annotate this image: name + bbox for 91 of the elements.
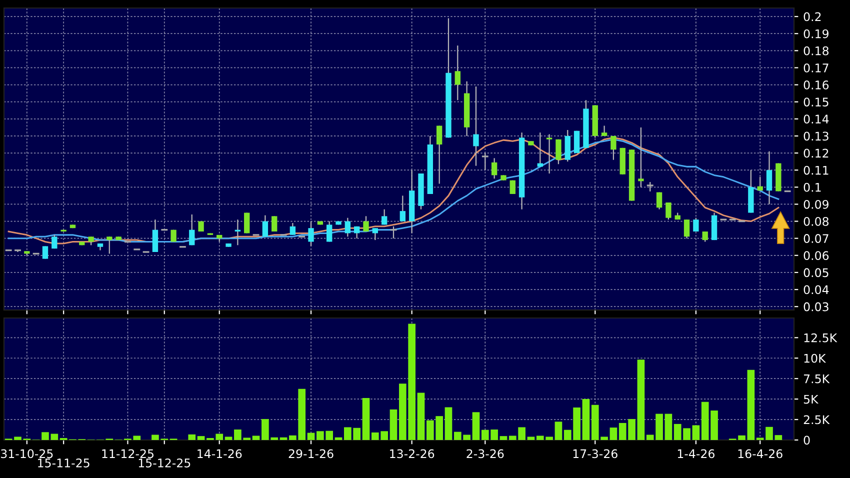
bar: [664, 414, 672, 440]
candlestick: [491, 158, 498, 180]
y-tick-label: 0.15: [804, 98, 828, 106]
bar: [224, 436, 232, 440]
x-tick-label: 11-12-25: [102, 449, 154, 458]
candlestick: [189, 214, 195, 246]
bar: [554, 422, 562, 440]
y-tick-label: 0.07: [804, 234, 828, 243]
candlestick: [638, 126, 644, 188]
x-tick-label: 15-11-25: [38, 458, 90, 468]
bar: [582, 399, 590, 440]
bar: [334, 437, 342, 440]
bar: [692, 425, 700, 440]
candlestick: [326, 220, 332, 242]
candlestick: [766, 150, 772, 205]
bar: [472, 412, 480, 440]
bar: [417, 392, 425, 440]
candlestick: [381, 208, 388, 226]
candlestick: [262, 214, 268, 238]
candlestick: [666, 202, 672, 220]
x-tick-label: 29-1-26: [288, 449, 334, 458]
candlestick: [106, 236, 112, 254]
y-tick-label: 0.1: [804, 182, 821, 192]
candlestick: [290, 222, 296, 236]
candlestick: [656, 192, 662, 210]
candlestick: [363, 216, 369, 232]
y-tick-label: 12.5K: [804, 333, 838, 342]
y-tick-label: 0.04: [804, 285, 829, 294]
y-tick-label: 10K: [804, 354, 826, 363]
candlestick: [564, 129, 570, 162]
y-tick-label: 0.08: [804, 217, 829, 226]
bar: [527, 436, 535, 440]
candlestick: [684, 219, 690, 239]
candlestick: [308, 220, 314, 247]
bar: [362, 398, 370, 440]
y-tick-label: 0.14: [804, 114, 829, 124]
y-tick-label: 0.09: [804, 200, 828, 209]
candlestick: [400, 195, 406, 222]
bar: [252, 436, 260, 440]
y-tick-label: 0.17: [804, 63, 828, 72]
y-tick-label: 0.19: [804, 29, 828, 38]
x-tick-label: 16-4-26: [738, 449, 782, 458]
y-tick-label: 2.5K: [804, 415, 830, 424]
candlestick: [546, 134, 552, 174]
y-tick-label: 0.16: [804, 80, 829, 90]
bar: [774, 435, 782, 440]
candlestick: [510, 180, 516, 195]
x-tick-label: 2-3-26: [466, 449, 504, 458]
candlestick: [42, 246, 48, 260]
x-tick-label: 15-12-25: [138, 458, 190, 468]
bar: [197, 436, 205, 440]
x-tick-label: 14-1-26: [198, 449, 242, 458]
y-tick-label: 0.03: [804, 302, 828, 312]
y-tick-label: 7.5K: [804, 374, 830, 384]
y-tick-label: 0.18: [804, 46, 829, 56]
bar: [280, 437, 288, 440]
y-tick-label: 0.12: [804, 148, 828, 158]
bar: [610, 428, 618, 440]
candlestick: [52, 234, 58, 250]
bar: [188, 434, 196, 440]
candlestick: [152, 219, 158, 253]
candlestick: [757, 176, 763, 192]
candlestick: [454, 44, 460, 101]
candlestick: [372, 228, 378, 241]
y-tick-label: 0.13: [804, 132, 828, 141]
candlestick: [702, 230, 708, 242]
bar: [637, 360, 645, 440]
candlestick: [693, 217, 699, 232]
candlestick: [244, 212, 250, 234]
candlestick: [344, 217, 351, 238]
y-tick-label: 0.11: [804, 166, 828, 175]
bar: [747, 370, 755, 440]
bar: [307, 432, 315, 440]
candlestick: [436, 125, 442, 184]
x-tick-label: 17-3-26: [573, 449, 618, 458]
bar: [390, 409, 398, 440]
candlestick: [610, 135, 616, 160]
y-tick-label: 0.05: [804, 268, 828, 278]
x-tick-label: 31-10-25: [1, 449, 53, 458]
bar: [444, 407, 452, 440]
candlestick: [601, 125, 608, 137]
y-tick-label: 5K: [804, 394, 819, 404]
y-tick-label: 0.06: [804, 251, 829, 260]
bar: [500, 436, 508, 440]
candlestick: [473, 86, 479, 166]
candlestick: [272, 216, 278, 232]
x-tick-label: 1-4-26: [678, 449, 714, 458]
y-tick-label: 0: [804, 436, 810, 445]
y-tick-label: 0.2: [804, 12, 821, 22]
candlestick: [556, 138, 562, 165]
x-tick-label: 13-2-26: [390, 449, 434, 458]
